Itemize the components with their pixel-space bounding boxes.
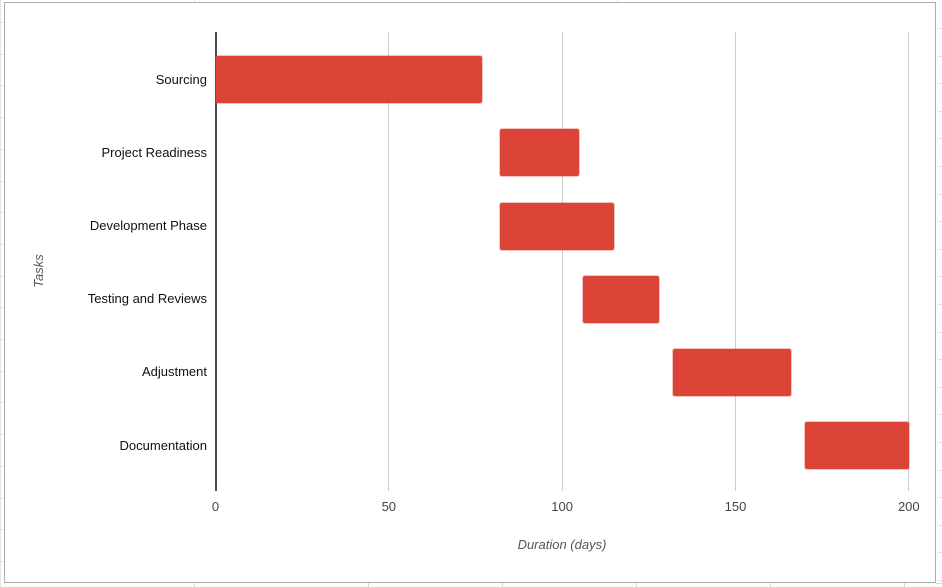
sheet-gridline <box>0 117 4 119</box>
sheet-gridline <box>937 304 942 305</box>
sheet-gridline <box>937 248 942 250</box>
sheet-gridline <box>937 138 942 140</box>
y-axis-zero-line <box>214 32 217 491</box>
gantt-chart[interactable]: 0 50 100 150 200 Sourcing Project Readiness Dev… <box>4 2 936 583</box>
sheet-gridline <box>0 180 4 182</box>
category-label: Sourcing <box>155 71 207 87</box>
sheet-gridline <box>937 221 942 223</box>
sheet-gridline <box>0 339 4 340</box>
x-tick-label: 0 <box>211 499 220 514</box>
sheet-gridline <box>0 53 4 55</box>
x-gridline-200 <box>908 32 910 491</box>
sheet-gridline <box>0 275 4 277</box>
sheet-gridline <box>194 0 195 2</box>
gantt-bar-testing-and-reviews[interactable] <box>582 275 660 323</box>
sheet-gridline <box>0 434 4 436</box>
x-gridline-50 <box>388 32 390 491</box>
x-axis-title: Duration (days) <box>517 537 607 552</box>
x-tick-label: 50 <box>381 499 397 514</box>
plot-area: 0 50 100 150 200 Sourcing Project Readiness Dev… <box>5 3 935 582</box>
sheet-gridline <box>0 560 4 562</box>
sheet-gridline <box>937 55 942 57</box>
sheet-gridline <box>937 110 942 112</box>
sheet-gridline <box>937 552 942 554</box>
x-gridline-150 <box>734 32 736 491</box>
gantt-bar-sourcing[interactable] <box>215 56 483 104</box>
sheet-gridline <box>937 193 942 195</box>
sheet-gridline <box>937 497 942 499</box>
sheet-gridline <box>937 359 942 361</box>
sheet-gridline <box>937 414 942 416</box>
sheet-gridline <box>936 583 942 584</box>
sheet-gridline <box>0 529 4 531</box>
gantt-bar-adjustment[interactable] <box>673 348 791 396</box>
sheet-gridline <box>368 583 369 587</box>
sheet-gridline <box>937 442 942 443</box>
sheet-gridline <box>0 465 4 467</box>
sheet-gridline <box>194 583 195 587</box>
gantt-bar-development-phase[interactable] <box>499 202 615 250</box>
sheet-gridline <box>937 83 942 85</box>
sheet-gridline <box>0 148 4 150</box>
sheet-gridline <box>0 402 4 404</box>
sheet-gridline <box>0 243 4 245</box>
sheet-gridline <box>937 386 942 388</box>
sheet-gridline <box>937 524 942 526</box>
sheet-gridline <box>937 276 942 278</box>
x-tick-label: 200 <box>897 499 920 514</box>
gantt-bar-documentation[interactable] <box>804 422 909 470</box>
sheet-gridline <box>0 85 4 87</box>
sheet-gridline <box>0 0 1 587</box>
sheet-gridline <box>0 497 4 499</box>
x-gridline-100 <box>561 32 563 491</box>
category-label: Documentation <box>119 437 207 453</box>
y-axis-title: Tasks <box>31 254 46 288</box>
sheet-gridline <box>0 22 4 23</box>
category-label: Project Readiness <box>101 144 208 160</box>
sheet-gridline <box>770 583 771 587</box>
category-label: Development Phase <box>89 218 207 233</box>
sheet-gridline <box>904 583 905 587</box>
x-tick-label: 150 <box>724 499 747 514</box>
category-label: Testing and Reviews <box>87 291 207 307</box>
sheet-gridline <box>937 469 942 471</box>
sheet-gridline <box>0 370 4 372</box>
category-label: Adjustment <box>141 364 207 380</box>
sheet-gridline <box>636 583 637 587</box>
sheet-gridline <box>937 580 942 581</box>
sheet-gridline <box>937 166 942 167</box>
sheet-gridline <box>0 307 4 309</box>
sheet-gridline <box>0 212 4 214</box>
sheet-gridline <box>937 28 942 29</box>
sheet-gridline <box>617 0 618 2</box>
sheet-gridline <box>502 583 503 587</box>
gantt-bar-project-readiness[interactable] <box>499 129 580 177</box>
sheet-gridline <box>937 331 942 333</box>
x-tick-label: 100 <box>551 499 573 514</box>
